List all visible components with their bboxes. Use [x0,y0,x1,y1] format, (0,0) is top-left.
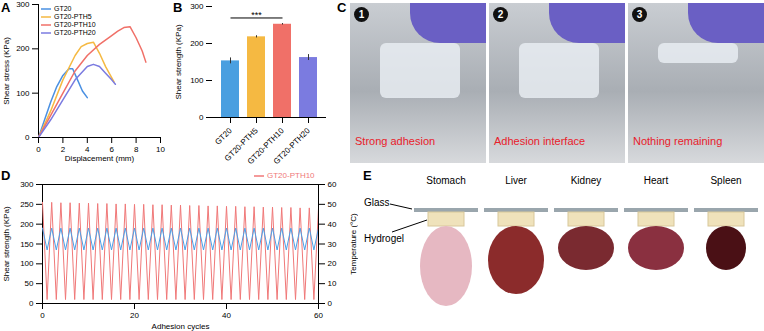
svg-text:0: 0 [40,311,45,320]
svg-text:300: 300 [190,2,204,11]
html-text:B: B [173,0,183,15]
html-text:GT20-PTH5: GT20-PTH5 [54,13,92,20]
svg-text:50: 50 [25,279,34,288]
svg-text:0: 0 [328,299,333,308]
svg-text:Temperature (°C): Temperature (°C) [349,213,358,275]
svg-text:8: 8 [134,145,139,154]
html-text:GT20-PTH10: GT20-PTH10 [54,21,96,28]
svg-text:0: 0 [29,299,34,308]
html-text:A: A [1,0,11,15]
html-text:3: 3 [636,9,643,20]
svg-text:GT20-PTH10: GT20-PTH10 [245,126,286,167]
svg-text:4: 4 [85,145,90,155]
svg-text:GT20-PTH20: GT20-PTH20 [272,126,312,165]
svg-text:200: 200 [20,220,34,229]
svg-text:2: 2 [60,145,66,155]
html-text:GT20: GT20 [54,5,72,12]
svg-text:Kidney: Kidney [571,175,602,186]
svg-text:30: 30 [328,240,337,249]
html-text:D: D [1,168,11,183]
svg-text:Adhesion cycles: Adhesion cycles [152,322,210,331]
svg-text:100: 100 [20,259,34,268]
svg-text:200: 200 [16,44,30,53]
svg-text:Hydrogel: Hydrogel [364,233,404,244]
html-text:C: C [337,0,347,15]
svg-text:20: 20 [130,311,139,320]
svg-text:Shear strength (KPa): Shear strength (KPa) [2,206,11,281]
svg-text:Liver: Liver [505,175,527,186]
svg-text:Spleen: Spleen [710,175,741,186]
svg-text:50: 50 [328,200,337,209]
svg-text:Shear strength (KPa): Shear strength (KPa) [174,24,183,99]
svg-text:Shear stress (KPa): Shear stress (KPa) [2,37,11,105]
svg-text:***: *** [251,10,262,20]
svg-text:100: 100 [16,89,30,98]
svg-text:GT20: GT20 [213,126,234,147]
svg-text:40: 40 [222,311,231,320]
svg-text:GT20-PTH5: GT20-PTH5 [222,126,260,163]
html-text:E: E [363,168,372,183]
svg-text:300: 300 [16,0,30,9]
html-text:Nothing remaining: Nothing remaining [633,135,723,147]
svg-text:Stomach: Stomach [426,175,465,186]
html-text:GT20-PTH20: GT20-PTH20 [54,29,96,36]
html-text:2: 2 [497,9,504,20]
svg-text:150: 150 [20,240,34,249]
svg-text:Displacement (mm): Displacement (mm) [65,154,135,163]
svg-text:60: 60 [314,311,323,320]
svg-text:200: 200 [190,39,204,48]
html-text:Strong adhesion: Strong adhesion [355,135,436,147]
svg-text:0: 0 [25,133,30,142]
svg-text:Glass: Glass [364,197,390,208]
svg-text:100: 100 [190,76,204,85]
svg-text:10: 10 [328,279,337,288]
html-text:GT20-PTH10: GT20-PTH10 [267,171,315,180]
svg-text:6: 6 [109,145,114,155]
svg-text:300: 300 [20,180,34,189]
svg-text:0: 0 [36,145,41,154]
svg-text:60: 60 [328,180,337,189]
svg-text:10: 10 [156,145,165,154]
svg-text:250: 250 [20,200,34,209]
html-text:Adhesion interface: Adhesion interface [494,135,586,147]
svg-text:20: 20 [328,259,337,268]
html-text:1: 1 [358,9,365,20]
svg-text:Heart: Heart [644,175,669,186]
svg-text:40: 40 [328,220,337,229]
svg-text:0: 0 [199,113,204,122]
